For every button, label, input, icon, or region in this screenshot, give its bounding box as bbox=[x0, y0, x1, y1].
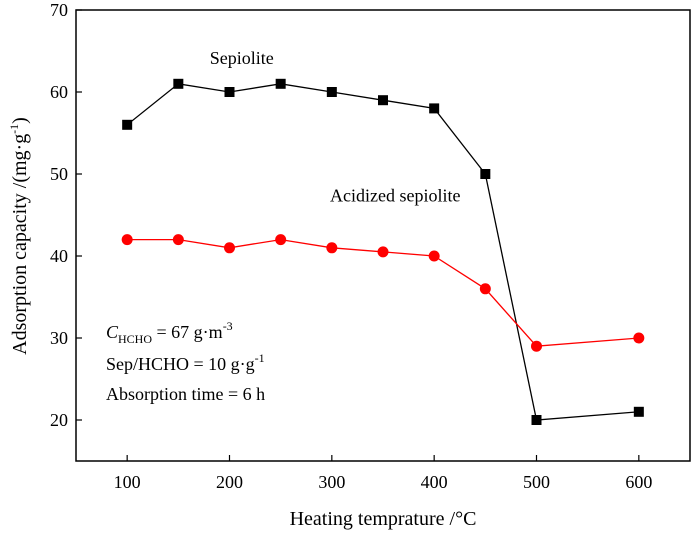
data-point-sepiolite-1 bbox=[173, 78, 184, 89]
x-tick-label-1: 200 bbox=[216, 472, 243, 492]
data-point-acidized-sepiolite-9 bbox=[633, 332, 645, 344]
data-point-sepiolite-7 bbox=[480, 169, 491, 179]
x-axis-title: Heating temprature /°C bbox=[290, 508, 477, 530]
data-point-acidized-sepiolite-1 bbox=[172, 234, 184, 246]
data-point-sepiolite-0 bbox=[122, 119, 133, 130]
y-tick-label-2: 40 bbox=[50, 246, 68, 266]
data-point-acidized-sepiolite-2 bbox=[224, 242, 235, 254]
y-tick-label-5: 70 bbox=[50, 0, 68, 20]
data-point-sepiolite-4 bbox=[326, 87, 337, 97]
x-tick-label-4: 500 bbox=[523, 472, 550, 492]
x-tick-label-3: 400 bbox=[421, 472, 448, 492]
y-tick-label-1: 30 bbox=[50, 328, 68, 348]
data-point-sepiolite-5 bbox=[378, 95, 388, 106]
x-tick-label-0: 100 bbox=[114, 472, 141, 492]
series-label-acidized-sepiolite: Acidized sepiolite bbox=[330, 186, 460, 206]
y-axis-title: Adsorption capacity /(mg·g-1) bbox=[7, 117, 31, 355]
series-markers bbox=[121, 78, 645, 425]
series-line-acidized-sepiolite bbox=[127, 238, 639, 347]
data-point-sepiolite-8 bbox=[531, 415, 542, 425]
y-tick-label-4: 60 bbox=[50, 82, 68, 102]
annotation-ratio: Sep/HCHO = 10 g·g-1 bbox=[106, 351, 265, 374]
annotation-concentration: CHCHO = 67 g·m-3 bbox=[106, 319, 233, 346]
data-point-acidized-sepiolite-7 bbox=[479, 283, 491, 295]
plot-frame bbox=[75, 9, 691, 462]
data-point-acidized-sepiolite-5 bbox=[377, 246, 389, 258]
data-point-acidized-sepiolite-3 bbox=[275, 234, 287, 246]
data-point-sepiolite-9 bbox=[633, 406, 644, 417]
series-labels: Sepiolite Acidized sepiolite bbox=[210, 48, 461, 206]
series-line-sepiolite bbox=[126, 83, 639, 421]
data-point-acidized-sepiolite-6 bbox=[428, 250, 440, 262]
axis-ticks: 100 200 300 400 500 600 20 30 40 50 60 70 bbox=[50, 0, 652, 492]
x-tick-label-5: 600 bbox=[625, 472, 652, 492]
series-label-sepiolite: Sepiolite bbox=[210, 48, 274, 68]
data-point-acidized-sepiolite-8 bbox=[531, 340, 542, 352]
x-tick-label-2: 300 bbox=[318, 472, 345, 492]
data-point-sepiolite-6 bbox=[429, 103, 440, 114]
y-tick-label-3: 50 bbox=[50, 164, 68, 184]
annotation-time: Absorption time = 6 h bbox=[106, 384, 265, 404]
y-tick-label-0: 20 bbox=[50, 410, 68, 430]
data-point-acidized-sepiolite-0 bbox=[121, 234, 133, 246]
data-point-acidized-sepiolite-4 bbox=[326, 242, 338, 254]
series-lines bbox=[126, 83, 639, 421]
data-point-sepiolite-3 bbox=[275, 78, 286, 89]
data-point-sepiolite-2 bbox=[224, 87, 235, 97]
